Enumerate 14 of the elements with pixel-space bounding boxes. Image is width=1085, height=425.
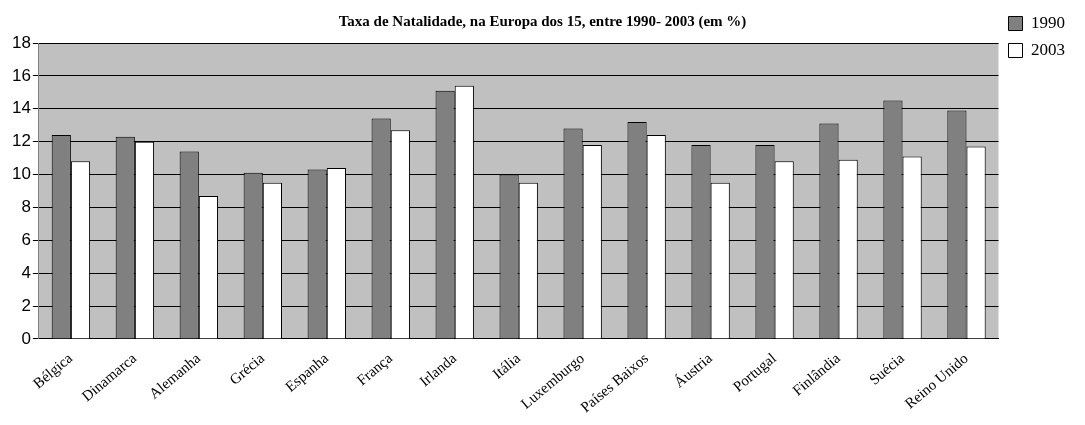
- y-tick-label: 4: [21, 262, 31, 282]
- y-tick-label: 2: [21, 295, 31, 315]
- y-tick-label: 14: [11, 98, 31, 118]
- legend-label: 1990: [1031, 12, 1065, 32]
- y-tick-label: 0: [21, 328, 31, 348]
- y-tick-label: 10: [11, 164, 31, 184]
- y-tick-label: 12: [11, 131, 31, 151]
- legend-label: 2003: [1031, 39, 1065, 59]
- x-tick-label: Itália: [489, 349, 524, 382]
- y-tick-label: 18: [11, 32, 31, 52]
- chart-title: Taxa de Natalidade, na Europa dos 15, entre 1990- 2003 (em %): [338, 12, 747, 30]
- y-tick-label: 6: [21, 229, 31, 249]
- y-tick-label: 8: [21, 197, 31, 217]
- y-tick-label: 16: [11, 65, 31, 85]
